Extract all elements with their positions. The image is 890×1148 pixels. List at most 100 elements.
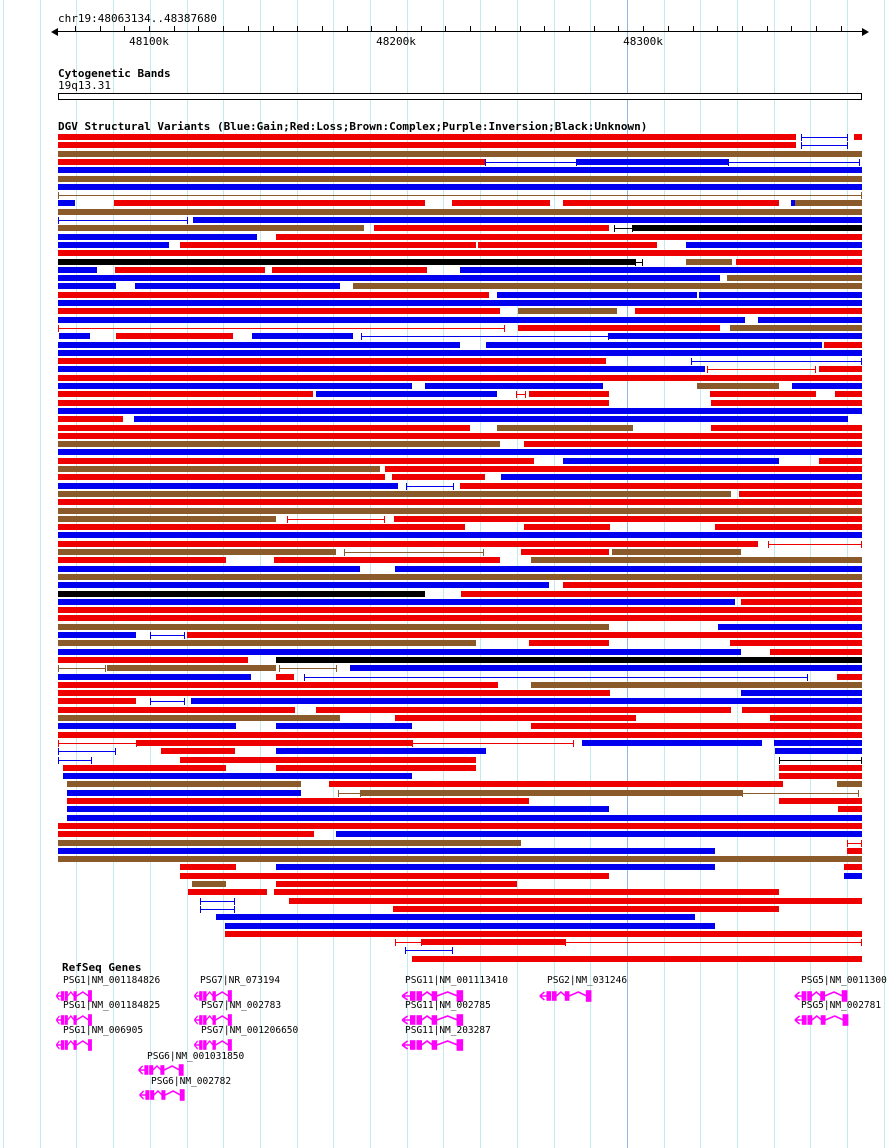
dgv-variant-bar[interactable] <box>58 151 862 157</box>
dgv-variant-bar[interactable] <box>276 723 412 729</box>
dgv-variant-bar[interactable] <box>58 383 412 389</box>
gene-label[interactable]: PSG5|NM_0011300 <box>801 975 887 986</box>
dgv-variant-bar[interactable] <box>58 549 336 555</box>
dgv-variant-bar[interactable] <box>58 275 720 281</box>
dgv-variant-bar[interactable] <box>58 366 705 372</box>
dgv-variant-bar[interactable] <box>452 200 550 206</box>
dgv-variant-bar[interactable] <box>180 757 476 763</box>
dgv-variant-bar[interactable] <box>393 906 779 912</box>
dgv-variant-line[interactable] <box>344 552 484 553</box>
dgv-variant-bar[interactable] <box>58 532 862 538</box>
dgv-variant-bar[interactable] <box>353 283 862 289</box>
dgv-variant-bar[interactable] <box>518 308 617 314</box>
dgv-variant-bar[interactable] <box>272 267 427 273</box>
gene-label[interactable]: PSG7|NR_073194 <box>200 975 281 986</box>
gene-label[interactable]: PSG6|NM_001031850 <box>147 1051 245 1062</box>
dgv-variant-line[interactable] <box>565 942 862 943</box>
dgv-variant-line[interactable] <box>58 220 188 221</box>
dgv-variant-bar[interactable] <box>58 350 862 356</box>
dgv-variant-bar[interactable] <box>58 574 862 580</box>
dgv-variant-bar[interactable] <box>563 458 779 464</box>
dgv-variant-line[interactable] <box>847 843 862 844</box>
dgv-variant-bar[interactable] <box>730 640 862 646</box>
gene-label[interactable]: PSG2|NM_031246 <box>547 975 628 986</box>
dgv-variant-bar[interactable] <box>718 624 862 630</box>
dgv-variant-bar[interactable] <box>58 358 606 364</box>
dgv-variant-line[interactable] <box>58 743 137 744</box>
dgv-variant-bar[interactable] <box>395 715 636 721</box>
dgv-variant-bar[interactable] <box>58 715 340 721</box>
dgv-variant-bar[interactable] <box>192 881 226 887</box>
dgv-variant-bar[interactable] <box>775 748 862 754</box>
dgv-variant-bar[interactable] <box>58 234 257 240</box>
gene-model-glyph[interactable] <box>538 987 593 1002</box>
dgv-variant-bar[interactable] <box>425 383 603 389</box>
dgv-variant-bar[interactable] <box>58 599 735 605</box>
dgv-variant-bar[interactable] <box>795 200 862 206</box>
dgv-variant-bar[interactable] <box>497 425 633 431</box>
dgv-variant-line[interactable] <box>279 668 337 669</box>
dgv-variant-bar[interactable] <box>58 582 549 588</box>
dgv-variant-line[interactable] <box>691 361 862 362</box>
dgv-variant-line[interactable] <box>58 760 92 761</box>
dgv-variant-bar[interactable] <box>697 383 779 389</box>
dgv-variant-bar[interactable] <box>824 342 862 348</box>
dgv-variant-bar[interactable] <box>711 425 862 431</box>
dgv-variant-bar[interactable] <box>58 483 398 489</box>
dgv-variant-bar[interactable] <box>316 707 731 713</box>
dgv-variant-bar[interactable] <box>274 889 779 895</box>
dgv-variant-bar[interactable] <box>686 242 862 248</box>
dgv-variant-line[interactable] <box>150 635 185 636</box>
dgv-variant-bar[interactable] <box>633 225 862 231</box>
dgv-variant-bar[interactable] <box>180 873 609 879</box>
gene-model-glyph[interactable] <box>193 1011 233 1026</box>
dgv-variant-bar[interactable] <box>58 292 489 298</box>
gene-model-glyph[interactable] <box>193 1036 233 1051</box>
dgv-variant-bar[interactable] <box>58 541 758 547</box>
dgv-variant-bar[interactable] <box>518 325 720 331</box>
dgv-variant-bar[interactable] <box>58 649 741 655</box>
dgv-variant-bar[interactable] <box>739 491 862 497</box>
dgv-variant-bar[interactable] <box>107 665 276 671</box>
dgv-variant-bar[interactable] <box>531 682 862 688</box>
dgv-variant-bar[interactable] <box>63 773 412 779</box>
dgv-variant-bar[interactable] <box>58 176 862 182</box>
dgv-variant-bar[interactable] <box>758 317 862 323</box>
dgv-variant-bar[interactable] <box>741 599 862 605</box>
dgv-variant-bar[interactable] <box>58 209 862 215</box>
dgv-variant-bar[interactable] <box>276 881 517 887</box>
dgv-variant-bar[interactable] <box>58 615 862 621</box>
dgv-variant-bar[interactable] <box>770 715 862 721</box>
dgv-variant-bar[interactable] <box>58 690 610 696</box>
dgv-variant-bar[interactable] <box>392 474 485 480</box>
dgv-variant-line[interactable] <box>58 751 116 752</box>
gene-label[interactable]: PSG1|NM_001184826 <box>63 975 161 986</box>
dgv-variant-bar[interactable] <box>116 333 233 339</box>
dgv-variant-bar[interactable] <box>374 225 609 231</box>
dgv-variant-bar[interactable] <box>741 690 862 696</box>
dgv-variant-bar[interactable] <box>58 624 609 630</box>
dgv-variant-bar[interactable] <box>770 649 862 655</box>
dgv-variant-bar[interactable] <box>730 325 862 331</box>
dgv-variant-bar[interactable] <box>191 698 862 704</box>
dgv-variant-line[interactable] <box>801 137 848 138</box>
dgv-variant-bar[interactable] <box>844 873 862 879</box>
dgv-variant-bar[interactable] <box>58 267 97 273</box>
dgv-variant-bar[interactable] <box>736 259 862 265</box>
dgv-variant-bar[interactable] <box>847 848 862 854</box>
gene-model-glyph[interactable] <box>400 987 465 1002</box>
gene-label[interactable]: PSG7|NM_001206650 <box>201 1025 299 1036</box>
gene-model-glyph[interactable] <box>793 987 849 1002</box>
dgv-variant-bar[interactable] <box>58 441 500 447</box>
dgv-variant-bar[interactable] <box>336 831 862 837</box>
dgv-variant-bar[interactable] <box>276 748 486 754</box>
gene-label[interactable]: PSG7|NM_002783 <box>201 1000 282 1011</box>
dgv-variant-bar[interactable] <box>486 342 822 348</box>
dgv-variant-line[interactable] <box>200 901 235 902</box>
dgv-variant-bar[interactable] <box>115 267 265 273</box>
dgv-variant-line[interactable] <box>304 677 808 678</box>
dgv-variant-bar[interactable] <box>58 499 862 505</box>
dgv-variant-bar[interactable] <box>276 864 715 870</box>
dgv-variant-bar[interactable] <box>501 474 862 480</box>
dgv-variant-bar[interactable] <box>67 815 862 821</box>
